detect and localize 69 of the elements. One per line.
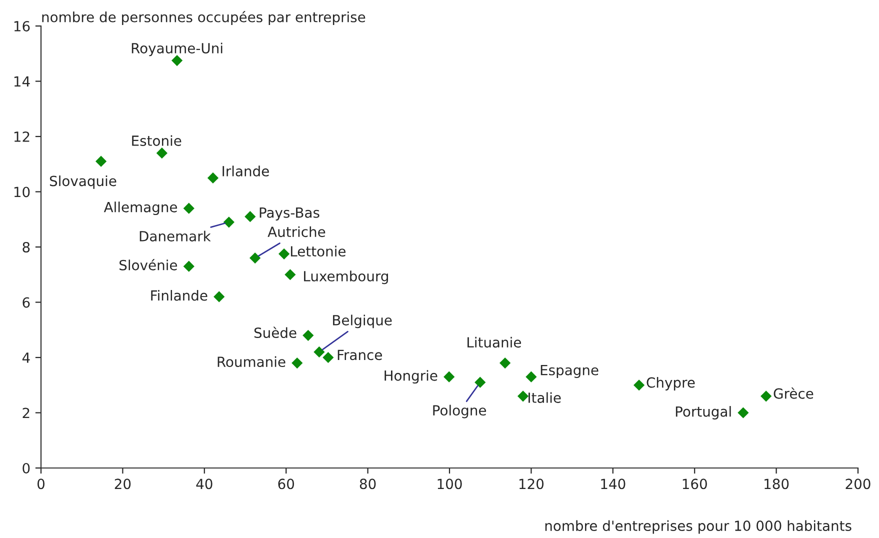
- annotation: Grèce: [774, 388, 814, 399]
- annotation: Royaume-Uni: [132, 42, 222, 56]
- annotation: Lettonie: [290, 246, 346, 257]
- point: [633, 380, 645, 391]
- annotation: Lituanie: [468, 336, 521, 348]
- point: [284, 269, 296, 280]
- point: [183, 260, 194, 272]
- point: [223, 216, 234, 228]
- point: [292, 357, 303, 369]
- annotation: Pologne: [433, 404, 486, 418]
- point: [526, 371, 537, 382]
- annotation: Italie: [528, 392, 561, 403]
- y-tick-label: 14: [14, 76, 30, 87]
- point: [760, 390, 772, 402]
- point: [278, 248, 290, 260]
- x-tick-label: 80: [360, 478, 376, 490]
- x-tick-label: 60: [278, 478, 294, 490]
- annotation: Belgique: [333, 314, 392, 328]
- annotation: Espagne: [540, 364, 598, 378]
- annotation: Chypre: [646, 377, 695, 390]
- annotation: Irlande: [222, 166, 269, 176]
- point: [738, 407, 749, 418]
- point: [517, 390, 529, 402]
- annotation: Luxembourg: [304, 270, 388, 284]
- annotation: Slovaquie: [50, 175, 116, 189]
- x-tick-label: 100: [438, 478, 462, 490]
- x-tick-label: 160: [682, 478, 707, 490]
- point: [214, 291, 225, 302]
- point: [444, 371, 455, 382]
- y-tick-label: 2: [22, 408, 30, 418]
- annotation: Portugal: [676, 406, 731, 420]
- annotation: Suède: [254, 326, 296, 338]
- annotation: Slovénie: [120, 259, 178, 270]
- point: [474, 376, 486, 388]
- annotation: Estonie: [132, 135, 182, 146]
- x-tick-label: 20: [114, 478, 131, 490]
- point: [95, 156, 107, 167]
- annotation: Pays-Bas: [260, 208, 320, 221]
- y-tick-label: 0: [22, 462, 30, 474]
- point: [314, 346, 325, 358]
- point: [302, 330, 314, 341]
- point: [322, 352, 334, 364]
- point: [207, 172, 219, 184]
- annotation: France: [338, 350, 382, 360]
- x-tick-label: 0: [37, 478, 44, 490]
- y-tick-label: 8: [22, 242, 30, 252]
- x-axis-title: nombre d'entreprises pour 10 000 habitants: [545, 520, 852, 534]
- point: [244, 211, 256, 222]
- annotation: Allemagne: [104, 202, 178, 216]
- point: [156, 148, 168, 159]
- annotation: Autriche: [268, 226, 326, 238]
- x-tick-label: 180: [764, 478, 789, 490]
- y-tick-label: 4: [22, 352, 30, 363]
- y-tick-label: 6: [22, 297, 30, 308]
- x-tick-label: 40: [196, 478, 212, 490]
- y-axis-title: nombre de personnes occupées par entreprise: [42, 11, 366, 25]
- x-tick-label: 140: [601, 478, 626, 490]
- annotation: Finlande: [151, 290, 208, 301]
- annotation: Hongrie: [384, 370, 438, 384]
- annotation: Danemark: [140, 230, 211, 242]
- y-tick-label: 16: [14, 20, 30, 32]
- y-tick-label: 10: [14, 186, 30, 198]
- point: [500, 357, 511, 369]
- point: [250, 252, 261, 264]
- x-tick-label: 200: [846, 478, 870, 490]
- y-tick-label: 12: [14, 131, 30, 142]
- x-tick-label: 120: [519, 478, 544, 490]
- point: [183, 202, 194, 214]
- annotation: Roumanie: [218, 356, 286, 368]
